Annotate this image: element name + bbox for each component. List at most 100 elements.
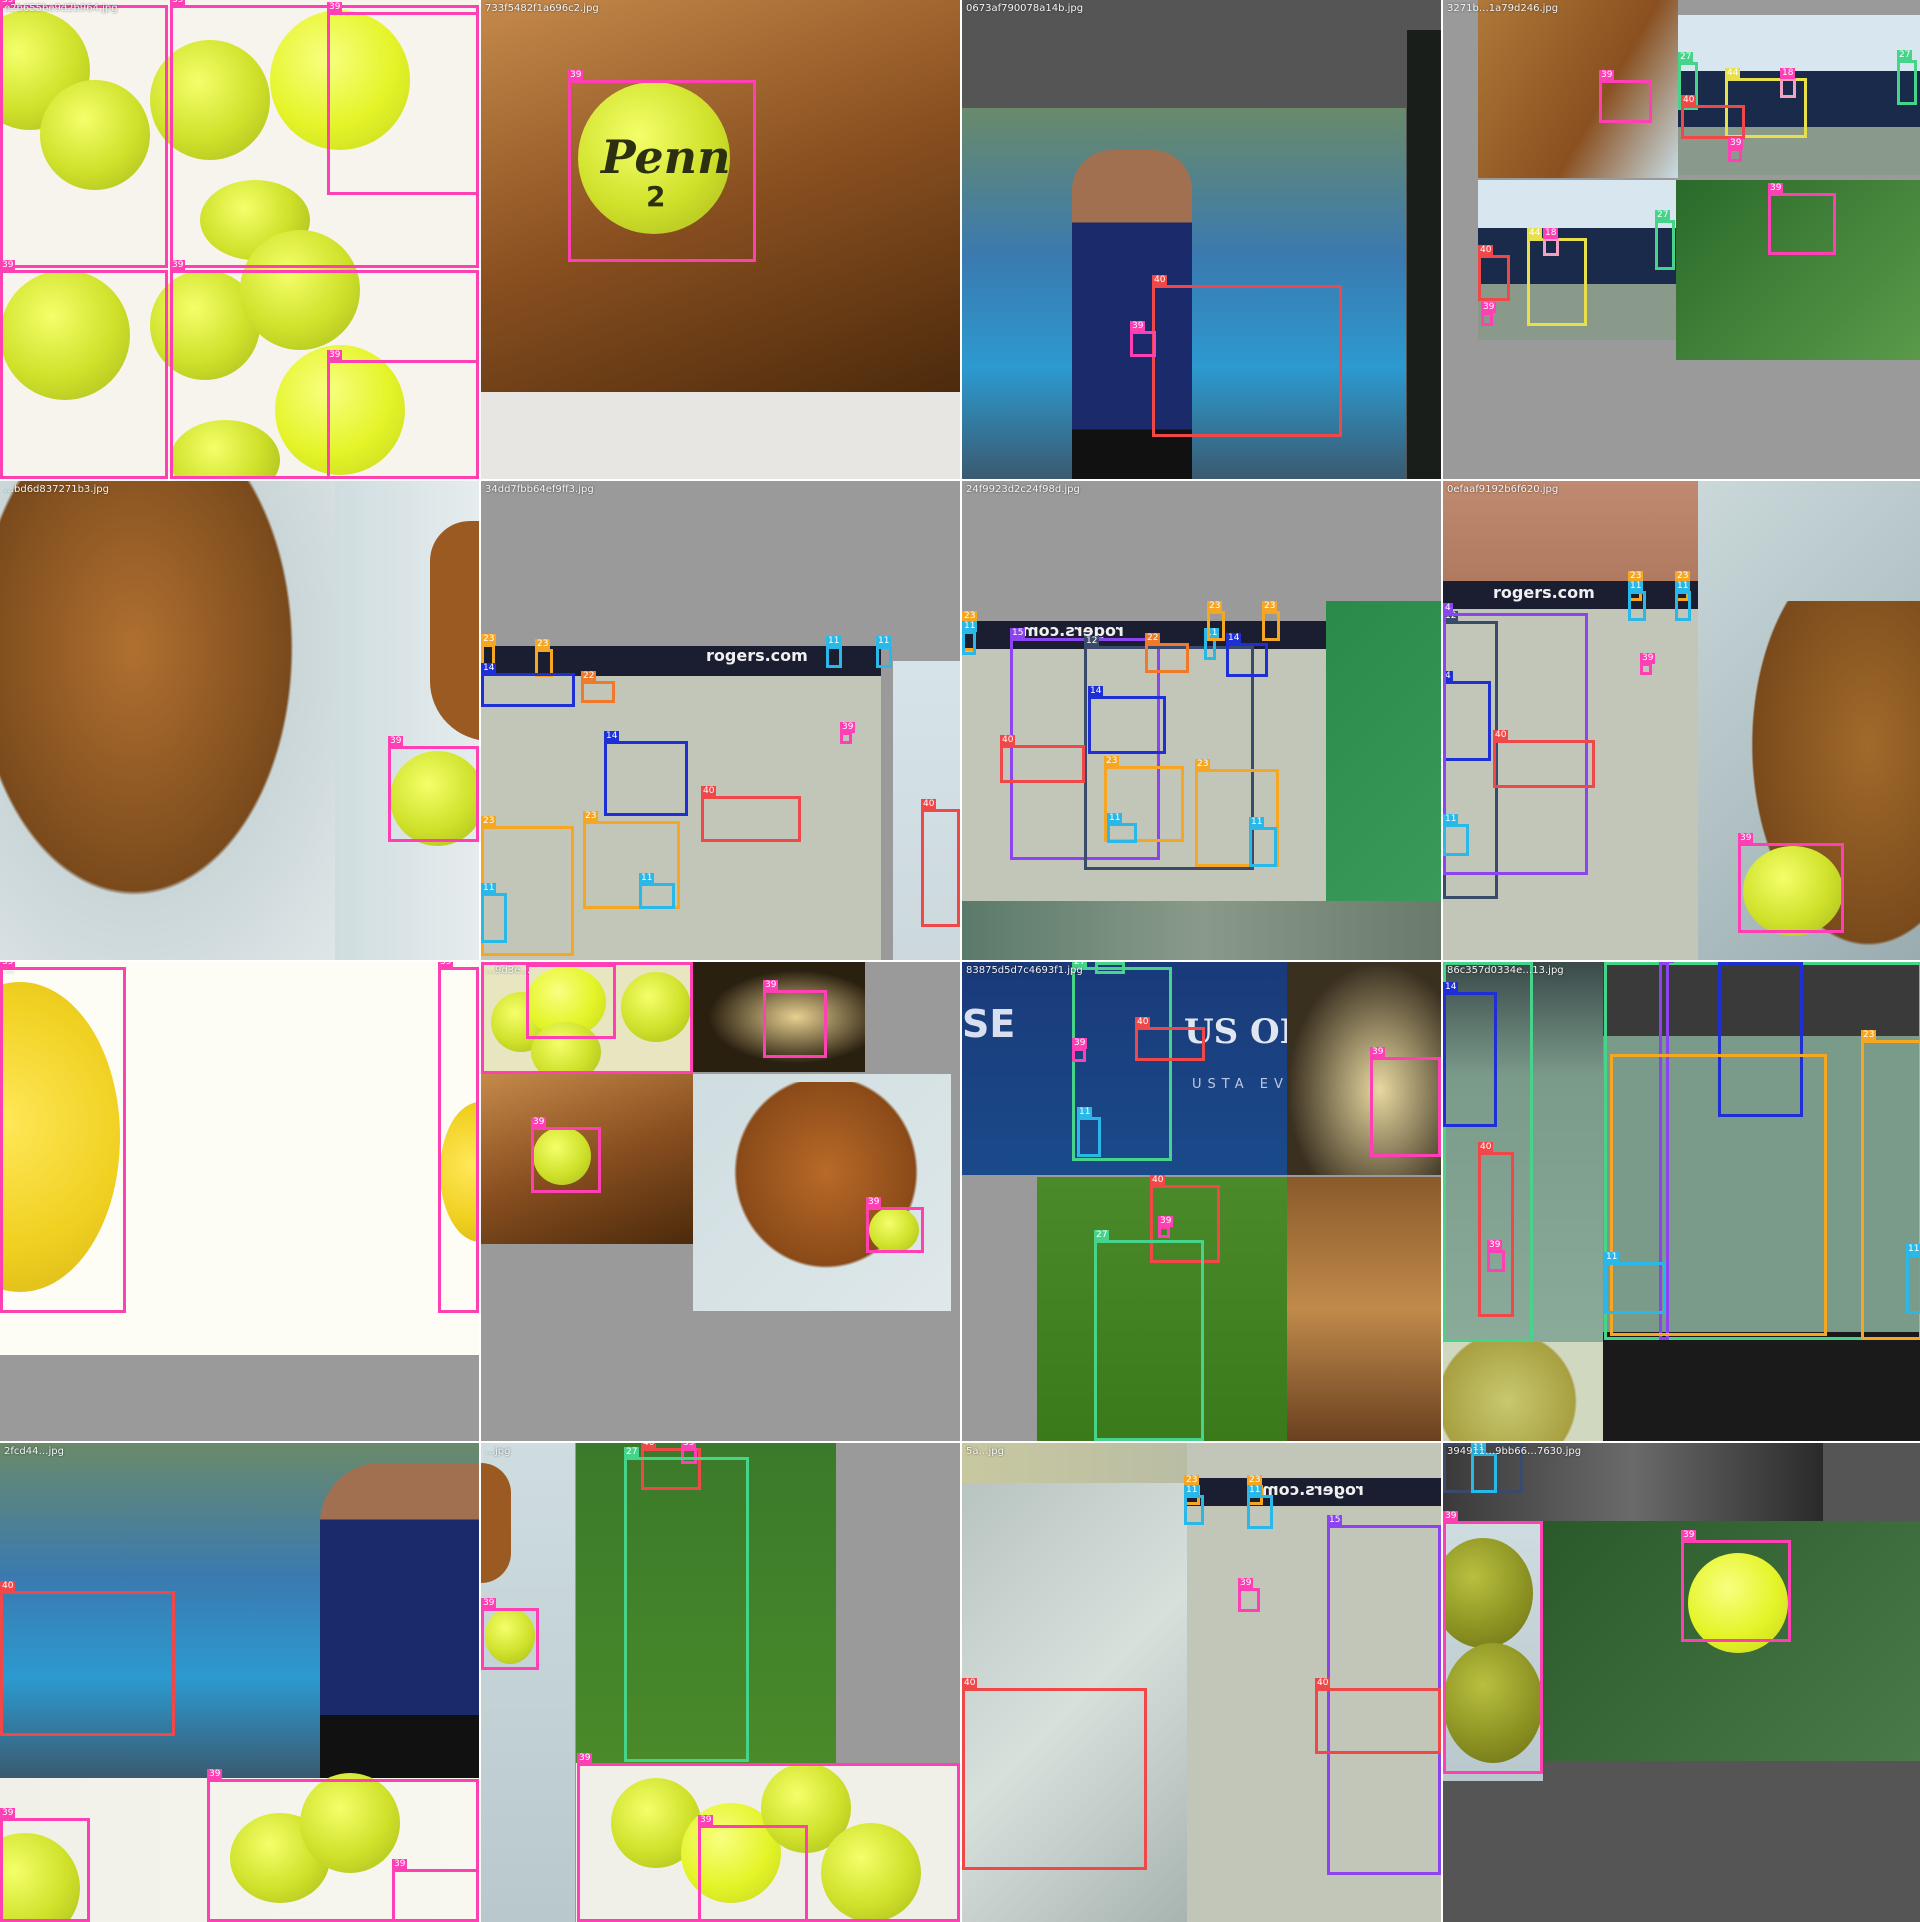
tile-6: rogers.com 34dd7fbb64ef9ff3.jpg 23 23 14… (481, 481, 960, 960)
bbox-tennis-ball: 39 (0, 962, 126, 1313)
bbox-shoe: 11 (962, 621, 978, 655)
bbox-label: 23 (481, 634, 497, 645)
bbox-label: 11 (1204, 628, 1220, 639)
bbox-label: 40 (0, 1581, 16, 1592)
bbox-label: 23 (583, 811, 599, 822)
bbox-tennis-ball: 39 (531, 1117, 601, 1193)
tile-filename: 5a…jpg (966, 1446, 1004, 1457)
bbox-tennis-ball: 39 (0, 1808, 90, 1922)
bbox-label: 39 (1599, 70, 1615, 81)
bbox-shoe: 11 (1247, 1485, 1273, 1529)
bbox-label: 40 (701, 786, 717, 797)
bbox-bag: 23 (1207, 601, 1225, 641)
tile-7: rogers.com 24f9923d2c24f98d.jpg 23 11 15… (962, 481, 1441, 960)
bbox-tennis-ball: 39 (1599, 70, 1652, 123)
bbox-label: 39 (0, 962, 16, 968)
bbox-tennis-ball: 39 (1130, 321, 1156, 357)
bbox-label: 11 (1906, 1244, 1920, 1255)
bbox-tennis-racket: 40 (0, 1581, 175, 1736)
bbox-label: 11 (1471, 1443, 1487, 1454)
bbox-label: 23 (1262, 601, 1278, 612)
bbox-label: 40 (641, 1443, 657, 1449)
bbox-label: 39 (388, 736, 404, 747)
tile-14: …jpg 40 39 27 39 39 39 (481, 1443, 960, 1922)
tile-15: rogers.com 5a…jpg 23 11 23 11 15 39 40 4… (962, 1443, 1441, 1922)
bbox-arm: 14 (604, 731, 688, 816)
bbox-label: 4 (1443, 603, 1453, 614)
bbox-label: 40 (1315, 1678, 1331, 1689)
tile-13: 2fcd44…jpg 40 39 39 39 (0, 1443, 479, 1922)
bbox-label: 11 (1184, 1485, 1200, 1496)
bbox-tennis-ball: 39 (481, 962, 693, 1074)
bbox-label: 14 (1226, 633, 1242, 644)
tile-3: 0673af790078a14b.jpg 40 39 (962, 0, 1441, 479)
bbox-label: 18 (1780, 68, 1796, 79)
tile-11: SE US OPEN USTA EV 83875d5d7c4693f1.jpg … (962, 962, 1441, 1441)
bbox-label: 11 (962, 621, 978, 632)
penn-logo-text: Penn (601, 130, 731, 184)
bbox-shoe: 11 (1443, 814, 1469, 856)
bbox-tennis-ball: 39 (1443, 1511, 1543, 1774)
tile-8: rogers.com 0efaaf9192b6f620.jpg 23 11 23… (1443, 481, 1920, 960)
bbox-label: 11 (1107, 813, 1123, 824)
bbox-cap: 44 (1725, 68, 1807, 138)
bbox-label: 39 (698, 1815, 714, 1826)
bbox-shoe: 11 (1249, 817, 1277, 867)
bbox-tennis-ball: 39 (481, 1598, 539, 1670)
bbox-label: 11 (1604, 1252, 1620, 1263)
rogers-text-mirrored: rogers.com (1262, 1480, 1364, 1499)
bbox-label: 27 (1072, 962, 1088, 968)
bbox-label: 27 (1094, 1230, 1110, 1241)
bbox-tennis-ball: 39 (327, 2, 479, 195)
bbox-tennis-ball: 39 (1681, 1530, 1791, 1642)
bbox-label: 22 (1145, 633, 1161, 644)
bbox-label: 23 (1207, 601, 1223, 612)
tile-filename: e2b655be9d2b964.jpg (4, 3, 118, 14)
tile-filename: …jpg (485, 1446, 511, 1457)
bbox-label: 40 (1135, 1017, 1151, 1028)
bbox-tennis-ball: 39 (0, 0, 168, 268)
bbox-label: 27 (624, 1447, 640, 1458)
bbox-person: 27 (1443, 962, 1533, 1342)
bbox-label: 15 (1327, 1515, 1343, 1526)
bbox-label: 14 (604, 731, 620, 742)
bbox-shoe: 11 (1471, 1443, 1497, 1493)
bbox-label: 39 (1370, 1047, 1386, 1058)
bbox-arm: 14 (1718, 962, 1803, 1117)
bbox-label: 11 (1077, 1107, 1093, 1118)
bbox-label: 27 (1443, 962, 1459, 963)
bbox-arm: 14 (1226, 633, 1268, 677)
bbox-tennis-racket: 40 (701, 786, 801, 842)
bbox-label: 14 (1443, 982, 1459, 993)
bbox-person: 27 (624, 1447, 749, 1762)
tile-filename: 24f9923d2c24f98d.jpg (966, 484, 1080, 495)
bbox-shoe: 11 (1077, 1107, 1101, 1157)
bbox-label: 40 (1000, 735, 1016, 746)
bbox-label: 11 (639, 873, 655, 884)
bbox-head: 22 (1145, 633, 1189, 673)
bbox-face: 18 (1543, 228, 1559, 256)
bbox-tennis-racket: 40 (1478, 1142, 1514, 1317)
bbox-label: 4 (1443, 671, 1453, 682)
tile-5: …bd6d837271b3.jpg 39 (0, 481, 479, 960)
bbox-label: 15 (1659, 962, 1675, 963)
bbox-tennis-racket: 40 (962, 1678, 1147, 1870)
bbox-shoe: 11 (1107, 813, 1137, 843)
bbox-label: 14 (1718, 962, 1734, 963)
bbox-tennis-ball: 39 (0, 260, 168, 479)
bbox-tennis-racket: 40 (1315, 1678, 1441, 1754)
tile-filename: …bd6d837271b3.jpg (4, 484, 109, 495)
bbox-label: 11 (1247, 1485, 1263, 1496)
bbox-label: 14 (481, 663, 497, 674)
bbox-arm: 14 (1443, 982, 1497, 1127)
bbox-label: 39 (1481, 302, 1497, 313)
bbox-label: 11 (826, 636, 842, 647)
bbox-label: 39 (170, 0, 186, 6)
bbox-label: 39 (526, 962, 542, 965)
bbox-label: 23 (1195, 759, 1211, 770)
bbox-label: 39 (481, 962, 497, 963)
tile-filename: 394911…9bb66…7630.jpg (1447, 1446, 1582, 1457)
bbox-tennis-ball: 39 (681, 1443, 697, 1464)
tile-filename: 86c357d0334e…13.jpg (1447, 965, 1564, 976)
tile-filename: 0efaaf9192b6f620.jpg (1447, 484, 1559, 495)
